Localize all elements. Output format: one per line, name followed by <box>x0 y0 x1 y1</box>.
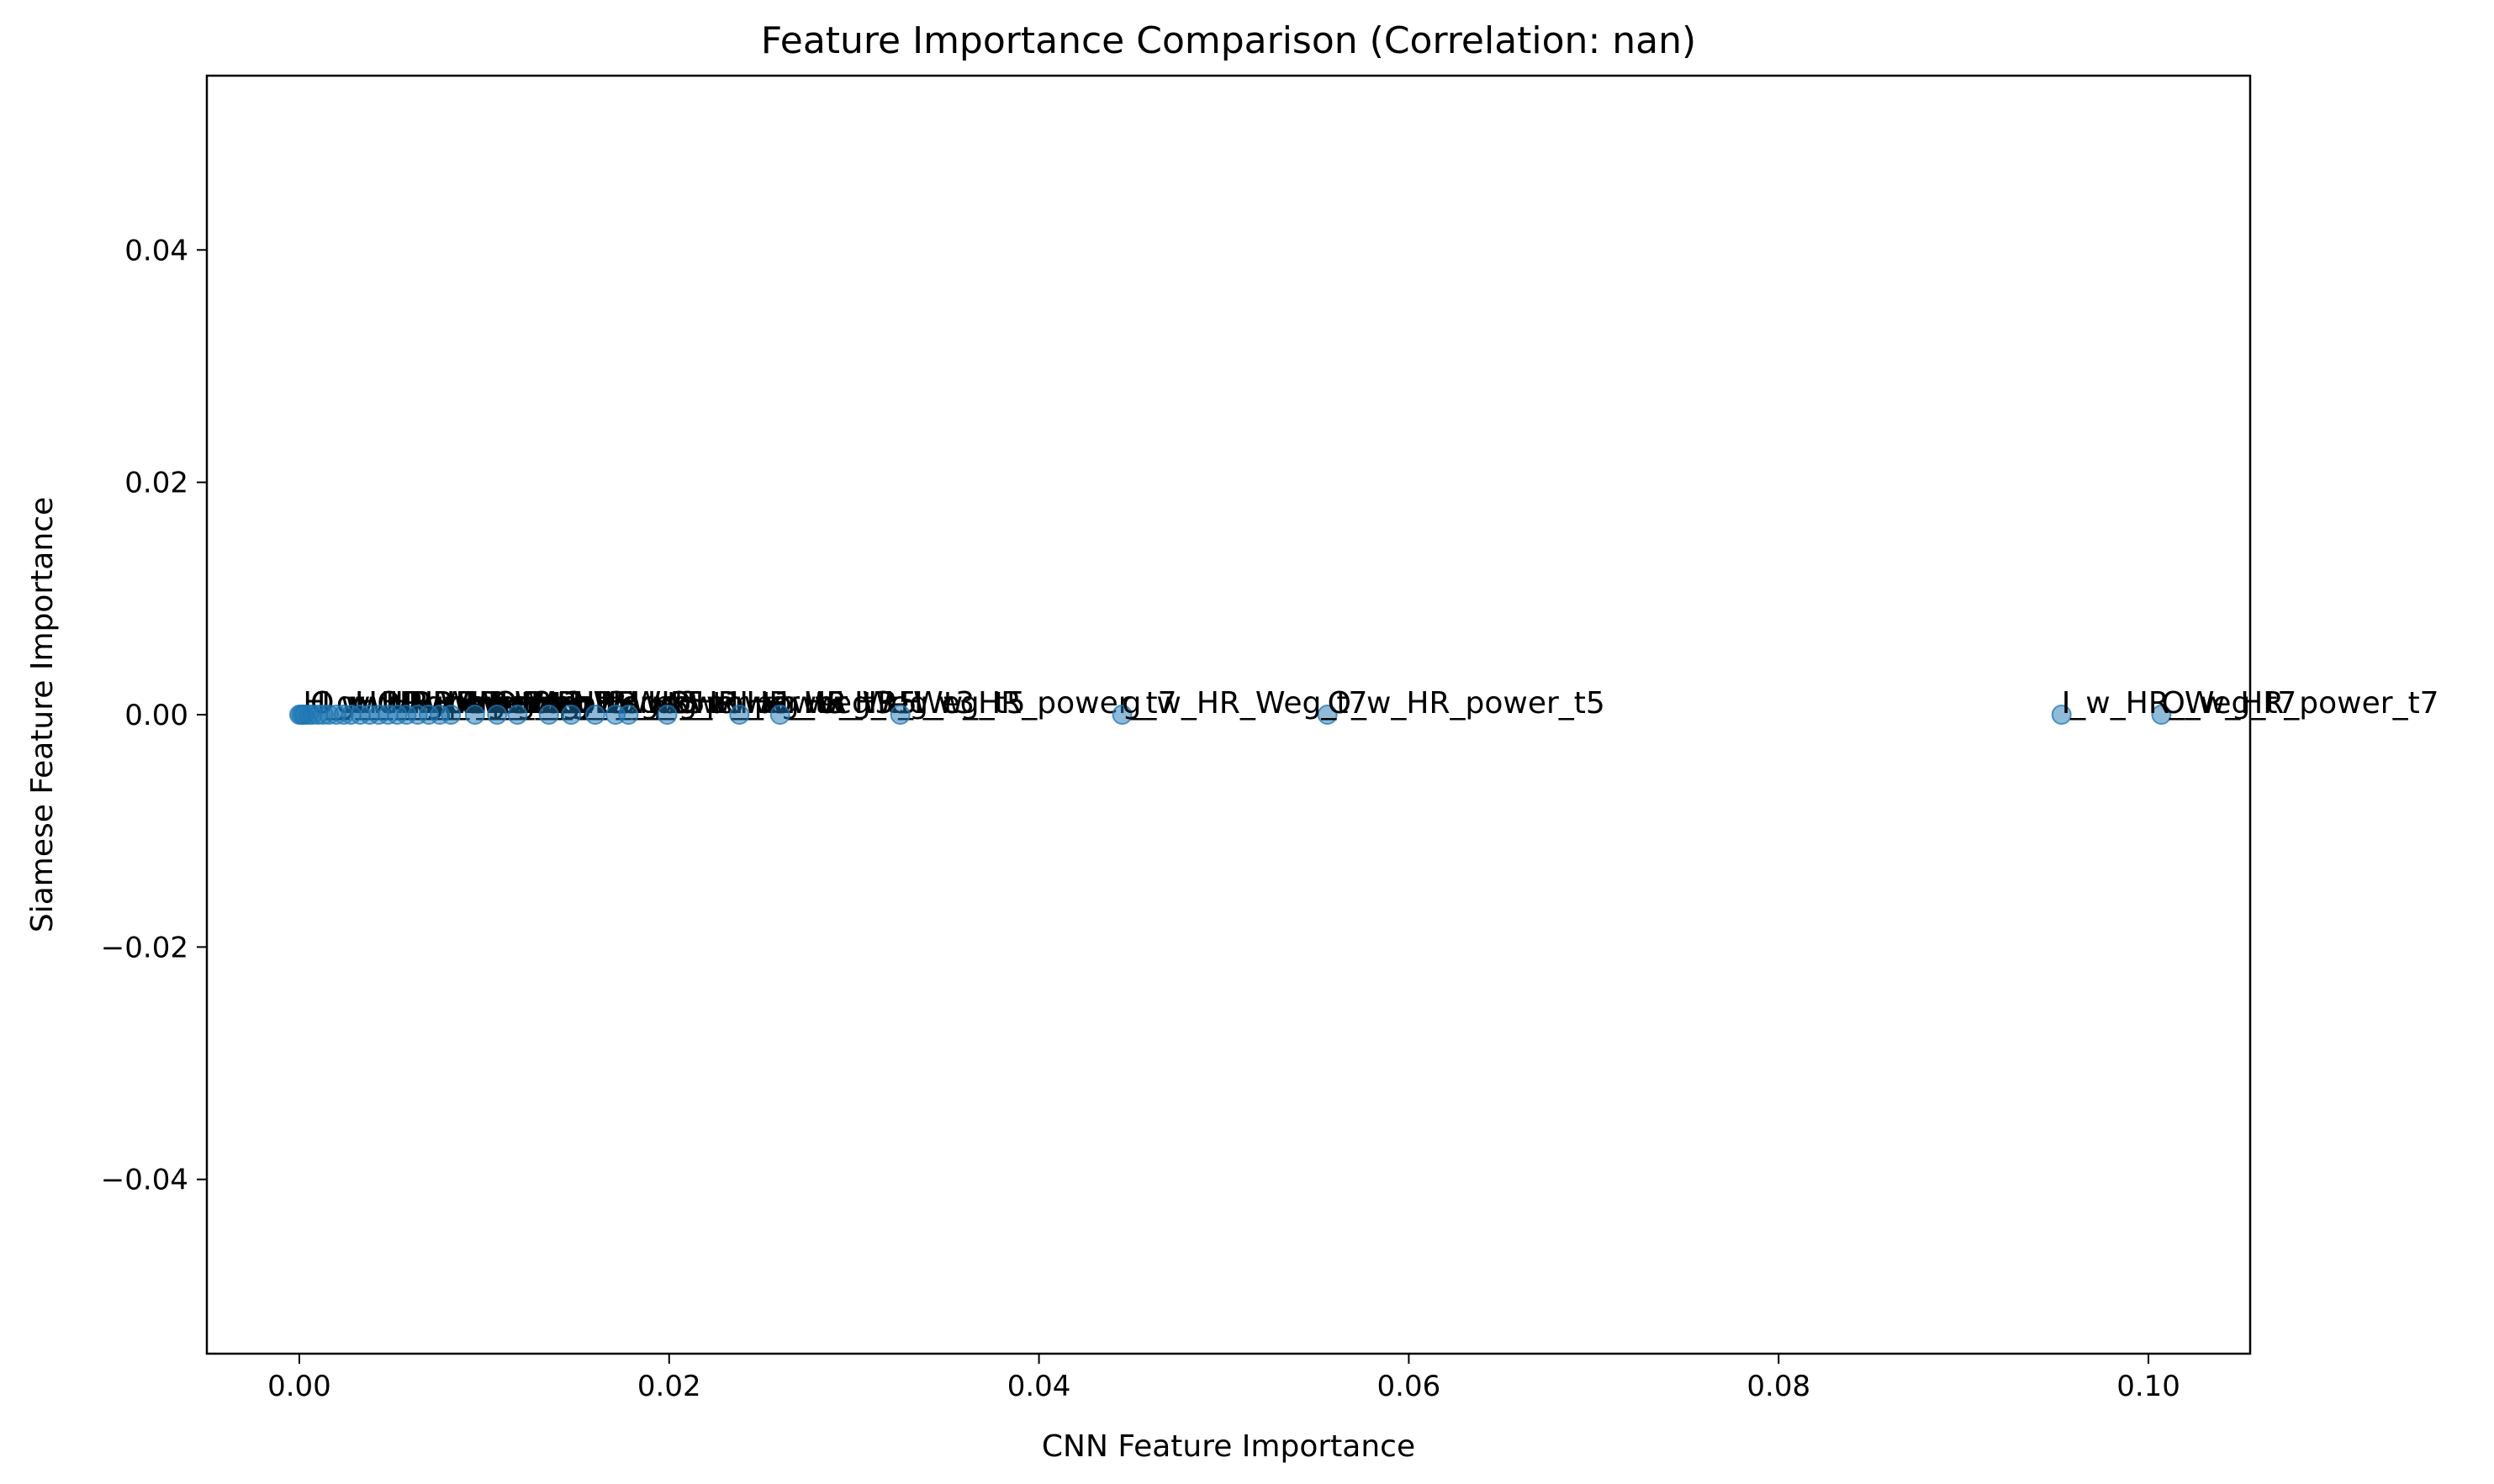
data-point <box>769 705 790 725</box>
data-point <box>2151 705 2172 725</box>
data-point <box>618 705 639 725</box>
data-point <box>657 705 678 725</box>
marker-layer <box>288 705 2172 725</box>
y-axis: −0.04 −0.02 0.00 0.02 0.04 <box>101 234 207 1197</box>
y-tick-label: −0.04 <box>101 1164 188 1197</box>
data-point-label: O_w_HR_Weg_t5 <box>668 686 917 721</box>
data-point <box>538 705 559 725</box>
data-point-label: O_w_HR_power_t7 <box>2161 686 2439 721</box>
data-point <box>729 705 750 725</box>
x-axis: 0.00 0.02 0.04 0.06 0.08 0.10 <box>267 1354 2180 1403</box>
data-point <box>1317 705 1338 725</box>
x-tick-label: 0.02 <box>637 1370 701 1403</box>
data-point <box>890 705 911 725</box>
x-tick-label: 0.08 <box>1746 1370 1810 1403</box>
y-tick-label: 0.02 <box>124 467 188 500</box>
data-point <box>1112 705 1133 725</box>
data-point <box>584 705 605 725</box>
x-tick-label: 0.10 <box>2116 1370 2180 1403</box>
x-tick-label: 0.00 <box>267 1370 331 1403</box>
chart-title: Feature Importance Comparison (Correlati… <box>761 19 1696 62</box>
y-tick-label: −0.02 <box>101 931 188 964</box>
data-point-label: g_w_HR_Weg_t7 <box>1123 686 1368 721</box>
data-point <box>507 705 528 725</box>
data-point <box>2051 705 2072 725</box>
data-point-label: I_w_HR_Weg_t7 <box>2062 686 2297 721</box>
y-tick-label: 0.04 <box>124 234 188 267</box>
data-point <box>464 705 485 725</box>
x-tick-label: 0.04 <box>1007 1370 1071 1403</box>
data-point <box>561 705 582 725</box>
point-label-layer: g_w_HR_Weg_t7O_w_HR_power_t5 I_w_HR_Weg_t… <box>1123 686 2439 721</box>
data-point <box>441 705 462 725</box>
y-axis-label: Siamese Feature Importance <box>25 497 60 932</box>
data-point-label: O_w_HR_power_t5 <box>1328 686 1605 721</box>
y-tick-label: 0.00 <box>124 699 188 732</box>
data-point <box>487 705 508 725</box>
x-tick-label: 0.06 <box>1377 1370 1441 1403</box>
x-axis-label: CNN Feature Importance <box>1042 1429 1415 1464</box>
